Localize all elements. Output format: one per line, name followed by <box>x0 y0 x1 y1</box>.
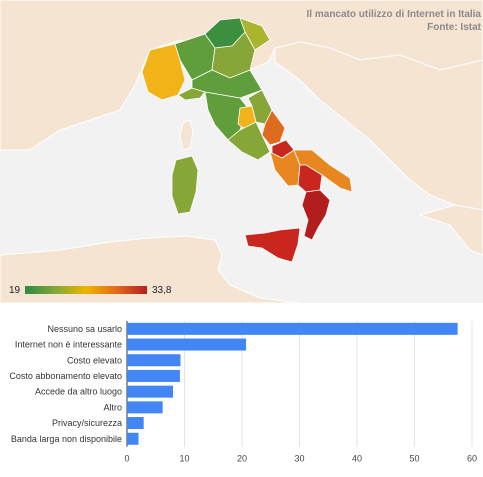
region-calabria[interactable] <box>301 189 331 241</box>
x-tick-label: 60 <box>467 454 477 464</box>
x-tick-label: 10 <box>179 454 189 464</box>
region-friuli[interactable] <box>239 17 271 51</box>
bar[interactable] <box>127 338 247 351</box>
x-tick-label: 20 <box>237 454 247 464</box>
land-greece <box>418 204 483 256</box>
map-title: Il mancato utilizzo di Internet in Itali… <box>241 8 481 34</box>
map-panel: Il mancato utilizzo di Internet in Itali… <box>0 0 483 303</box>
color-scale-legend <box>25 286 147 294</box>
region-liguria[interactable] <box>177 87 206 101</box>
bar[interactable] <box>127 369 180 382</box>
region-sicilia[interactable] <box>244 227 301 263</box>
bar-chart: 0 10 20 30 40 50 60 Nessuno sa usarlo Internet n… <box>9 321 477 464</box>
land-corsica <box>179 119 194 151</box>
category-label: Nessuno sa usarlo <box>47 324 122 334</box>
italy-map[interactable] <box>0 0 483 303</box>
x-tick-label: 50 <box>409 454 419 464</box>
category-label: Banda larga non disponibile <box>11 434 122 444</box>
bar[interactable] <box>127 354 181 367</box>
x-tick-label: 30 <box>294 454 304 464</box>
legend-min-value: 19 <box>9 285 21 296</box>
category-label: Altro <box>103 402 122 412</box>
bar-chart-panel: 0 10 20 30 40 50 60 Nessuno sa usarlo Internet n… <box>0 303 483 477</box>
x-tick-label: 0 <box>124 454 129 464</box>
bar[interactable] <box>127 432 139 445</box>
region-abruzzo[interactable] <box>261 109 286 146</box>
map-source: Fonte: Istat <box>427 22 481 33</box>
x-tick-label: 40 <box>352 454 362 464</box>
legend-max-value: 33,8 <box>152 285 172 296</box>
category-label: Privacy/sicurezza <box>52 418 122 428</box>
bar[interactable] <box>127 385 173 398</box>
map-title-line1: Il mancato utilizzo di Internet in Itali… <box>306 9 481 20</box>
region-sardegna[interactable] <box>171 155 199 215</box>
bar[interactable] <box>127 401 163 414</box>
bar[interactable] <box>127 417 144 430</box>
category-label: Costo abbonamento elevato <box>9 371 122 381</box>
category-label: Accede da altro luogo <box>35 387 122 397</box>
category-label: Internet non è interessante <box>15 340 122 350</box>
region-lazio[interactable] <box>227 121 271 161</box>
bar[interactable] <box>127 322 458 335</box>
category-label: Costo elevato <box>67 355 122 365</box>
